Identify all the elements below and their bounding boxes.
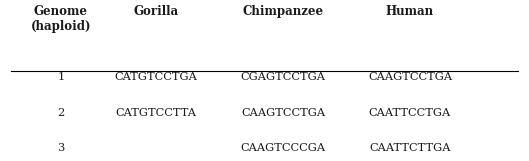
Text: Human: Human	[386, 5, 434, 18]
Text: CAAGTCCTGA: CAAGTCCTGA	[368, 72, 452, 82]
Text: CATGTCCTGA: CATGTCCTGA	[115, 72, 197, 82]
Text: 2: 2	[57, 108, 65, 118]
Text: CAAGTCCCGA: CAAGTCCCGA	[241, 143, 325, 153]
Text: 3: 3	[57, 143, 65, 153]
Text: CAATTCTTGA: CAATTCTTGA	[369, 143, 451, 153]
Text: Gorilla: Gorilla	[133, 5, 179, 18]
Text: CAATTCCTGA: CAATTCCTGA	[369, 108, 451, 118]
Text: Chimpanzee: Chimpanzee	[242, 5, 324, 18]
Text: 1: 1	[57, 72, 65, 82]
Text: Genome
(haploid): Genome (haploid)	[31, 5, 91, 33]
Text: CATGTCCTTA: CATGTCCTTA	[115, 108, 197, 118]
Text: CGAGTCCTGA: CGAGTCCTGA	[241, 72, 325, 82]
Text: CAAGTCCTGA: CAAGTCCTGA	[241, 108, 325, 118]
